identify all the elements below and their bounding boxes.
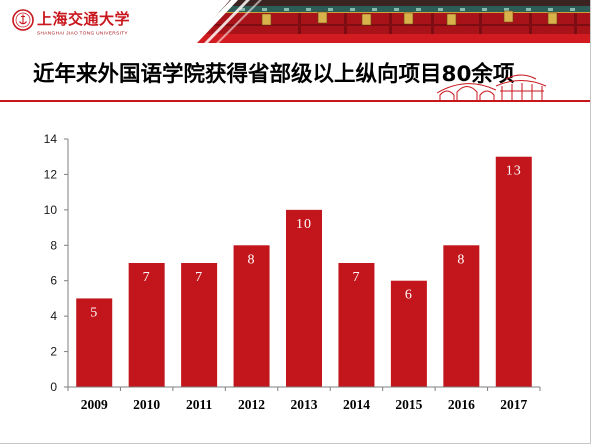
x-tick-label-2015: 2015 bbox=[395, 397, 422, 412]
banner-swoosh-stripe bbox=[216, 0, 262, 43]
bar-2012 bbox=[233, 245, 270, 387]
gate-arch-right bbox=[479, 90, 495, 101]
y-tick-label-14: 14 bbox=[44, 132, 58, 146]
bar-2011 bbox=[181, 263, 218, 387]
banner-eave-pattern bbox=[240, 8, 575, 11]
seal-anchor-mark bbox=[19, 14, 27, 25]
x-tick-label-2011: 2011 bbox=[186, 397, 213, 412]
bar-2013 bbox=[286, 209, 322, 387]
gate-arch-roofline bbox=[436, 83, 497, 94]
data-label-2011: 7 bbox=[195, 270, 203, 285]
bar-2016 bbox=[443, 245, 480, 387]
y-tick-label-0: 0 bbox=[50, 380, 57, 394]
data-label-2017: 13 bbox=[506, 164, 522, 179]
data-label-2013: 10 bbox=[296, 217, 312, 232]
y-tick-label-12: 12 bbox=[44, 167, 58, 181]
bar-2015 bbox=[390, 280, 427, 387]
y-tick-label-2: 2 bbox=[50, 345, 57, 359]
architecture-banner bbox=[190, 0, 590, 43]
data-label-2010: 7 bbox=[143, 270, 151, 285]
gate-line-art bbox=[436, 74, 547, 101]
data-label-2012: 8 bbox=[248, 252, 256, 267]
gate-building-columns bbox=[501, 83, 543, 101]
data-label-2016: 8 bbox=[457, 252, 465, 267]
bar-chart: 0 2 4 6 8 10 12 14 5 2009 7 2010 7 2011 8 2012 10 2013 7 20… bbox=[44, 132, 541, 412]
gate-arch-center bbox=[456, 86, 478, 101]
bar-2017 bbox=[495, 156, 532, 387]
slide-title: 近年来外国语学院获得省部级以上纵向项目80余项 bbox=[33, 62, 515, 87]
y-tick-label-8: 8 bbox=[50, 238, 57, 252]
data-label-2009: 5 bbox=[90, 305, 98, 320]
bar-2014 bbox=[338, 263, 375, 387]
x-tick-label-2009: 2009 bbox=[81, 397, 108, 412]
title-underline bbox=[0, 100, 590, 102]
y-tick-label-10: 10 bbox=[44, 203, 58, 217]
x-tick-label-2010: 2010 bbox=[133, 397, 160, 412]
banner-lintel bbox=[207, 24, 590, 26]
university-seal-icon bbox=[12, 9, 34, 31]
university-name-english: SHANGHAI JIAO TONG UNIVERSITY bbox=[37, 30, 128, 36]
campus-gate-illustration bbox=[436, 74, 547, 101]
x-tick-label-2016: 2016 bbox=[448, 397, 475, 412]
banner-roof-beam bbox=[225, 0, 590, 6]
banner-swoosh-stripe bbox=[190, 0, 238, 43]
gate-arch-left bbox=[439, 90, 455, 101]
bar-2009 bbox=[76, 298, 113, 387]
y-tick-label-4: 4 bbox=[50, 309, 57, 323]
bar-2010 bbox=[128, 263, 165, 387]
university-name-chinese: 上海交通大学 bbox=[37, 10, 131, 28]
x-tick-label-2012: 2012 bbox=[238, 397, 265, 412]
header-banner bbox=[12, 0, 590, 43]
x-tick-label-2013: 2013 bbox=[291, 397, 318, 412]
gate-building-lower-roof bbox=[495, 80, 547, 87]
banner-gold-plaques bbox=[261, 10, 558, 26]
seal-inner-ring bbox=[15, 12, 31, 28]
banner-swoosh-stripe bbox=[204, 0, 250, 43]
x-tick-label-2017: 2017 bbox=[500, 397, 527, 412]
x-tick-label-2014: 2014 bbox=[343, 397, 370, 412]
data-label-2015: 6 bbox=[405, 288, 413, 303]
data-label-2014: 7 bbox=[352, 270, 360, 285]
banner-gold-trim bbox=[219, 12, 590, 13]
seal-outer-ring bbox=[12, 9, 34, 31]
banner-lower-band bbox=[192, 34, 590, 43]
gate-building-upper-roof bbox=[505, 74, 537, 80]
y-tick-label-6: 6 bbox=[50, 274, 57, 288]
banner-painted-eave bbox=[219, 6, 590, 12]
